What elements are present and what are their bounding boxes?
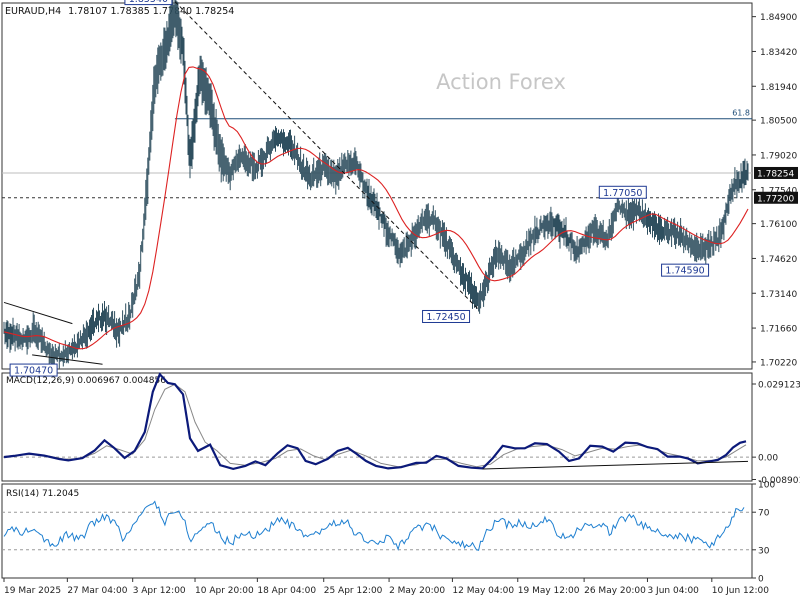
price-y-tick-label: 1.84900 [760, 13, 797, 23]
price-y-tick-label: 1.70220 [760, 358, 797, 368]
point-label: 1.74590 [665, 266, 704, 277]
point-label: 1.72450 [426, 312, 465, 323]
macd-panel-frame [1, 372, 753, 482]
rsi-y-tick-label: 100 [758, 481, 775, 491]
macd-y-tick-label: 0.00 [758, 454, 778, 464]
macd-label: MACD(12,26,9) 0.006967 0.004856 [6, 376, 166, 386]
price-y-tick-label: 1.74620 [760, 255, 797, 265]
rsi-label: RSI(14) 71.2045 [6, 489, 79, 499]
price-y-tick-label: 1.79020 [760, 151, 797, 161]
ohlc-quote: 1.78107 1.78385 1.77840 1.78254 [68, 6, 234, 17]
macd-y-tick-label: 0.029123 [758, 380, 800, 390]
rsi-panel-frame [1, 483, 753, 579]
x-tick-label: 18 Apr 04:00 [257, 586, 316, 596]
x-tick-label: 12 May 04:00 [452, 586, 514, 596]
point-label-box [124, 0, 173, 6]
x-tick-label: 19 Mar 2025 [4, 586, 61, 596]
rsi-y-tick-label: 0 [758, 575, 764, 585]
point-label-box [422, 309, 471, 323]
x-tick-label: 27 Mar 04:00 [67, 586, 127, 596]
x-tick-label: 25 Apr 12:00 [324, 586, 383, 596]
x-tick-label: 19 May 12:00 [518, 586, 580, 596]
current-price-tag-bg [754, 166, 798, 179]
point-label: 1.85540 [129, 0, 168, 5]
price-y-tick-label: 1.81940 [760, 83, 797, 93]
price-bars [3, 0, 749, 371]
fib-level-label: 61.8 [732, 109, 750, 118]
macd-trend-line [482, 460, 749, 470]
price-y-tick-label: 1.80500 [760, 117, 797, 127]
macd-y-tick-label: -0.008901 [758, 476, 800, 486]
x-tick-label: 3 Apr 12:00 [133, 586, 186, 596]
x-tick-label: 10 Jun 12:00 [712, 586, 769, 596]
price-y-tick-label: 1.77540 [760, 186, 797, 196]
point-label-box [9, 363, 58, 377]
price-y-tick-label: 1.71660 [760, 325, 797, 335]
level-price-tag: 1.77200 [757, 194, 794, 204]
x-tick-label: 3 Jun 04:00 [647, 586, 699, 596]
symbol-label: EURAUD,H4 [5, 6, 61, 17]
point-label-box [661, 263, 710, 277]
chart-header: EURAUD,H4 1.78107 1.78385 1.77840 1.78254 [5, 6, 234, 17]
moving-average-line [3, 66, 749, 350]
macd-main-line [3, 372, 747, 471]
price-y-tick-label: 1.73140 [760, 290, 797, 300]
current-price-tag: 1.78254 [757, 169, 794, 179]
price-y-tick-label: 1.83420 [760, 48, 797, 58]
rsi-line [3, 500, 745, 551]
watermark: Action Forex [436, 70, 566, 94]
level-price-tag-bg [754, 191, 798, 204]
rsi-y-tick-label: 30 [758, 546, 770, 556]
x-tick-label: 2 May 20:00 [389, 586, 445, 596]
point-label: 1.77050 [603, 188, 642, 199]
trend-line [32, 354, 103, 365]
point-label: 1.70470 [14, 366, 53, 377]
x-tick-label: 26 May 20:00 [584, 586, 646, 596]
point-label-box [598, 185, 647, 199]
x-tick-label: 10 Apr 20:00 [195, 586, 254, 596]
price-y-tick-label: 1.76100 [760, 220, 797, 230]
rsi-y-tick-label: 70 [758, 509, 770, 519]
trend-line [3, 301, 73, 325]
trend-line [174, 1, 479, 310]
